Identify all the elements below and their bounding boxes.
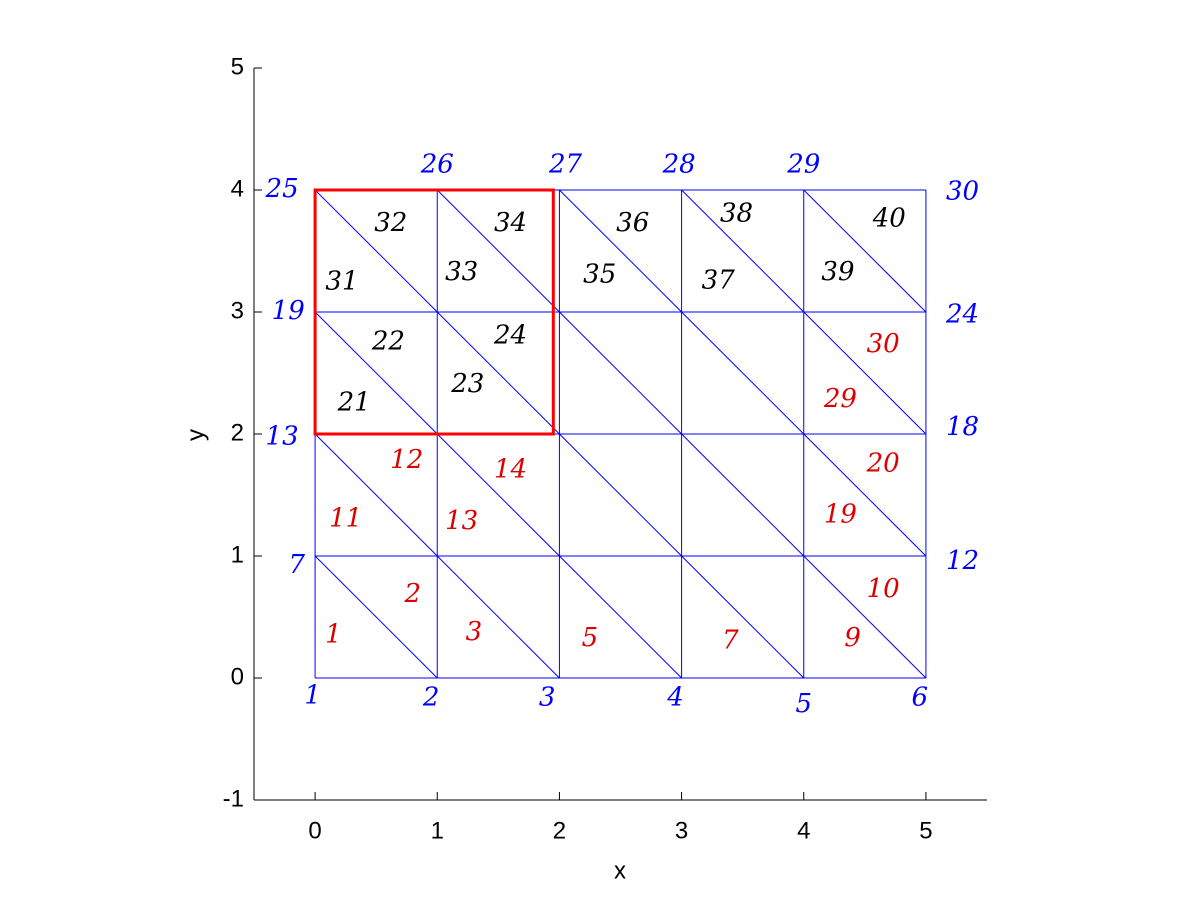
annotation: 28 (662, 150, 696, 180)
annotation: 11 (329, 503, 362, 533)
annotation: 21 (337, 388, 371, 418)
mesh-diagonal (803, 189, 927, 313)
annotation: 9 (844, 623, 861, 653)
mesh-diagonal (803, 433, 927, 557)
annotation: 27 (548, 150, 583, 180)
annotation: 19 (272, 296, 305, 326)
y-tick-label: 3 (231, 297, 244, 324)
annotation: 1 (304, 680, 321, 710)
highlight-box (313, 188, 555, 436)
annotation: 35 (583, 259, 616, 289)
y-tick-label: -1 (223, 785, 244, 812)
annotation: 30 (867, 329, 900, 359)
mesh-diagonal (681, 433, 805, 557)
mesh-diagonal (559, 189, 682, 313)
y-axis-label: y (182, 429, 209, 441)
annotation: 3 (466, 617, 483, 647)
annotation: 7 (288, 550, 305, 580)
annotation: 2 (404, 579, 422, 609)
annotation: 22 (371, 327, 405, 357)
x-tick-label: 1 (431, 817, 444, 844)
annotation: 5 (795, 689, 812, 719)
mesh-diagonal (681, 555, 805, 679)
x-tick-label: 0 (308, 817, 321, 844)
annotation: 32 (374, 208, 407, 238)
annotation: 13 (445, 506, 478, 536)
annotation: 7 (722, 625, 739, 655)
x-tick-label: 3 (675, 817, 688, 844)
annotation: 24 (945, 300, 979, 330)
mesh-diagonal (436, 311, 560, 435)
mesh-diagonal (436, 433, 560, 557)
x-tick-label: 4 (797, 817, 810, 844)
mesh-diagonal (559, 555, 682, 679)
annotation: 38 (720, 198, 753, 228)
x-tick-label: 2 (553, 817, 566, 844)
annotation: 31 (325, 267, 358, 297)
annotation: 30 (946, 176, 979, 206)
annotation: 24 (493, 320, 527, 350)
annotation: 13 (266, 422, 299, 452)
annotation: 2 (422, 683, 440, 713)
y-tick-label: 5 (231, 53, 244, 80)
annotation: 26 (420, 150, 454, 180)
mesh-diagonal (314, 433, 438, 557)
annotation: 6 (912, 683, 929, 713)
annotation: 14 (494, 455, 527, 485)
annotation: 37 (702, 266, 736, 296)
mesh-diagonal (803, 311, 927, 435)
mesh-diagonal (681, 189, 805, 313)
annotation: 40 (872, 203, 906, 233)
mesh-diagonal (436, 189, 560, 313)
mesh-diagonal (559, 433, 682, 557)
annotation: 3 (539, 683, 556, 713)
annotation: 33 (445, 257, 478, 287)
mesh-diagonal (436, 555, 560, 679)
y-tick-label: 1 (231, 541, 244, 568)
annotation: 34 (494, 208, 527, 238)
annotation: 36 (616, 208, 649, 238)
annotation: 29 (786, 150, 820, 180)
annotation: 20 (866, 449, 900, 479)
annotation: 4 (666, 683, 684, 713)
annotation: 29 (823, 384, 857, 414)
mesh-diagonal (314, 311, 438, 435)
y-tick-label: 4 (231, 175, 244, 202)
mesh-diagonal (314, 555, 438, 679)
annotation: 39 (821, 257, 854, 287)
annotation: 5 (582, 623, 599, 653)
y-tick-label: 0 (231, 663, 244, 690)
mesh-diagonal (559, 311, 682, 435)
annotation: 25 (265, 174, 299, 204)
annotation: 12 (390, 445, 423, 475)
annotation: 12 (946, 546, 979, 576)
annotation: 19 (824, 500, 857, 530)
x-axis-label: x (614, 857, 626, 884)
mesh-diagonal (314, 189, 438, 313)
annotation: 1 (325, 619, 342, 649)
annotation: 18 (946, 412, 979, 442)
mesh-diagonal (681, 311, 805, 435)
annotation: 23 (450, 369, 484, 399)
mesh-diagonal (803, 555, 927, 679)
y-tick-label: 2 (231, 419, 244, 446)
annotation: 10 (867, 574, 900, 604)
x-tick-label: 5 (919, 817, 932, 844)
